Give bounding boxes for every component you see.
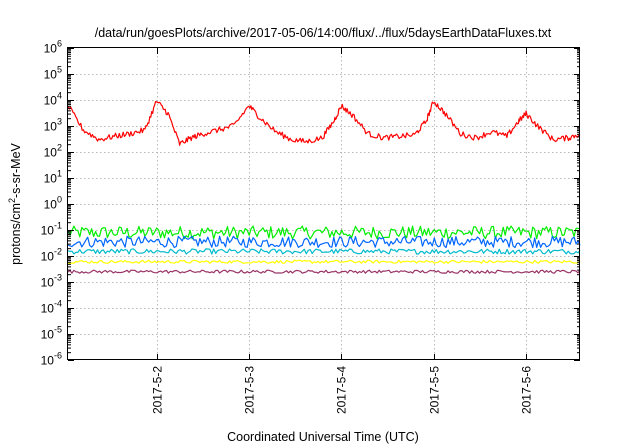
y-tick-label: 102 bbox=[44, 143, 62, 160]
axis-ticks: 10-6 10-5 10-4 10-3 10-2 10-1 100 101 102 103 104 1… bbox=[41, 39, 580, 414]
y-tick-label: 10-5 bbox=[41, 325, 62, 342]
y-tick-label: 100 bbox=[44, 195, 62, 212]
x-axis-label: Coordinated Universal Time (UTC) bbox=[227, 430, 419, 444]
grid-lines bbox=[68, 48, 580, 360]
y-tick-label: 10-6 bbox=[41, 351, 62, 368]
chart-title: /data/run/goesPlots/archive/2017-05-06/1… bbox=[95, 26, 552, 40]
y-tick-label: 10-3 bbox=[41, 273, 62, 290]
series-line bbox=[67, 248, 581, 255]
series-line-red bbox=[67, 101, 581, 146]
x-tick-label: 2017-5-6 bbox=[520, 366, 534, 414]
y-axis-label-group: protons/cm2-s-sr-MeV bbox=[7, 142, 23, 264]
y-tick-label: 103 bbox=[44, 117, 62, 134]
y-tick-label: 10-1 bbox=[41, 221, 62, 238]
x-tick-label: 2017-5-2 bbox=[151, 366, 165, 414]
series-line bbox=[67, 269, 581, 274]
y-tick-label: 101 bbox=[44, 169, 62, 186]
y-tick-label: 106 bbox=[44, 39, 62, 56]
x-tick-label: 2017-5-3 bbox=[243, 366, 257, 414]
x-tick-label: 2017-5-4 bbox=[335, 366, 349, 414]
series-line bbox=[67, 235, 581, 249]
series-line bbox=[68, 259, 581, 264]
y-axis-label: protons/cm2-s-sr-MeV bbox=[7, 142, 23, 264]
y-tick-label: 104 bbox=[44, 91, 62, 108]
y-tick-label: 10-2 bbox=[41, 247, 62, 264]
plot-frame bbox=[67, 47, 580, 360]
series-line bbox=[67, 225, 581, 240]
y-tick-label: 105 bbox=[44, 65, 62, 82]
series-layer bbox=[67, 101, 581, 274]
x-tick-label: 2017-5-5 bbox=[428, 366, 442, 414]
y-tick-label: 10-4 bbox=[41, 299, 62, 316]
